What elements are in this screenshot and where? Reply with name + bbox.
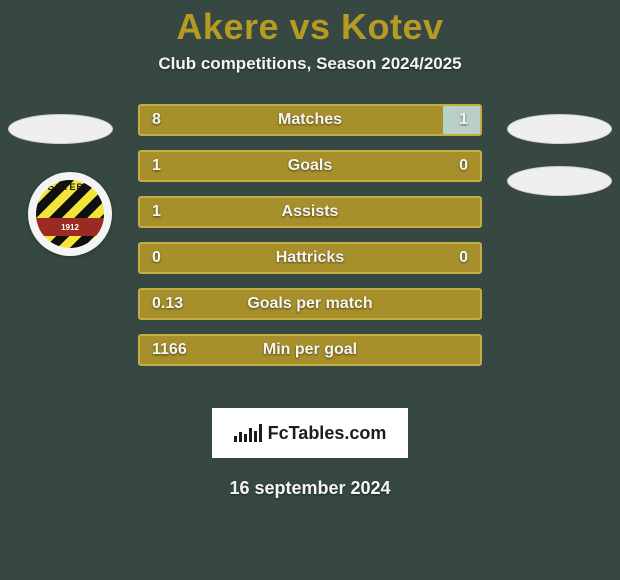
mini-bar bbox=[239, 432, 242, 442]
club-name: БОТЕВЪ bbox=[36, 182, 104, 192]
page-title: Akere vs Kotev bbox=[0, 6, 620, 48]
mini-bar bbox=[259, 424, 262, 442]
mini-bar bbox=[234, 436, 237, 442]
stat-row: Goals per match0.13 bbox=[138, 288, 482, 320]
stat-value-left: 8 bbox=[140, 106, 173, 134]
stat-bars: Matches81Goals10Assists1Hattricks00Goals… bbox=[138, 104, 482, 380]
content-area: БОТЕВЪ 1912 Matches81Goals10Assists1Hatt… bbox=[0, 104, 620, 394]
stat-value-left: 0 bbox=[140, 244, 173, 272]
date-caption: 16 september 2024 bbox=[0, 478, 620, 499]
mini-bar bbox=[244, 434, 247, 442]
badge-band: 1912 bbox=[36, 218, 104, 236]
player-photo-left bbox=[8, 114, 113, 144]
stat-value-right: 0 bbox=[447, 152, 480, 180]
club-year: 1912 bbox=[61, 223, 79, 232]
brand-logo: FcTables.com bbox=[212, 408, 408, 458]
player-photo-right-2 bbox=[507, 166, 612, 196]
stat-label: Goals bbox=[140, 157, 480, 175]
brand-name: FcTables.com bbox=[268, 423, 387, 444]
stat-value-left: 1166 bbox=[140, 336, 199, 364]
stat-row: Goals1 0 bbox=[138, 150, 482, 182]
stat-row: Min per goal1166 bbox=[138, 334, 482, 366]
stat-row: Matches8 1 bbox=[138, 104, 482, 136]
subtitle: Club competitions, Season 2024/2025 bbox=[0, 54, 620, 74]
bars-icon bbox=[234, 424, 262, 442]
stat-label: Matches bbox=[140, 111, 480, 129]
stat-row: Hattricks0 0 bbox=[138, 242, 482, 274]
stat-label: Assists bbox=[140, 203, 480, 221]
stat-row: Assists1 bbox=[138, 196, 482, 228]
stat-label: Hattricks bbox=[140, 249, 480, 267]
player-photo-right-1 bbox=[507, 114, 612, 144]
stat-value-right: 1 bbox=[447, 106, 480, 134]
stat-value-left: 1 bbox=[140, 152, 173, 180]
club-badge-inner: БОТЕВЪ 1912 bbox=[36, 180, 104, 248]
mini-bar bbox=[254, 431, 257, 442]
stats-card: Akere vs Kotev Club competitions, Season… bbox=[0, 0, 620, 580]
club-badge: БОТЕВЪ 1912 bbox=[28, 172, 112, 256]
stat-value-left: 0.13 bbox=[140, 290, 195, 318]
stat-value-left: 1 bbox=[140, 198, 173, 226]
mini-bar bbox=[249, 428, 252, 442]
stat-value-right: 0 bbox=[447, 244, 480, 272]
